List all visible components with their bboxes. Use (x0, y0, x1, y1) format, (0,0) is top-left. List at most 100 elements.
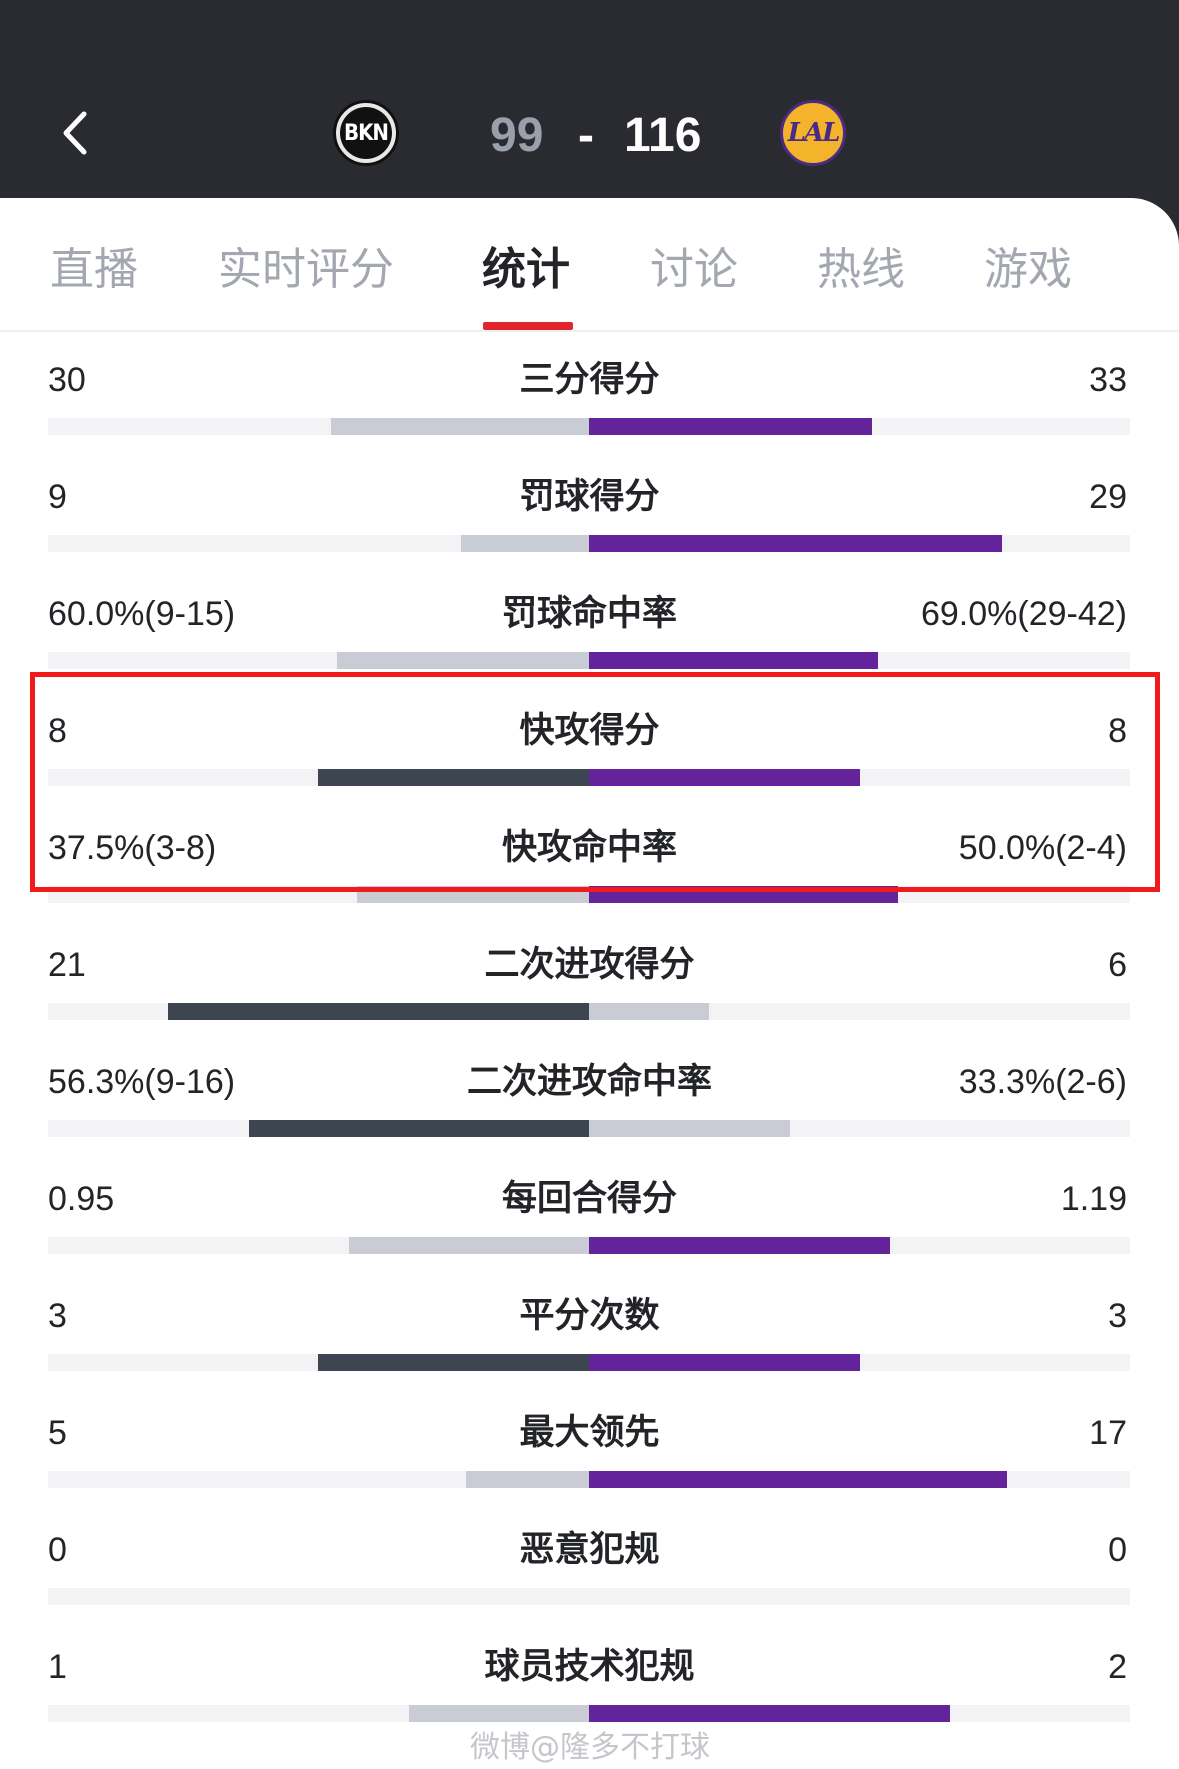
score-separator: - (578, 109, 594, 162)
away-team-logo[interactable]: LAL (780, 100, 846, 166)
away-stat-bar (589, 1237, 890, 1254)
stat-row: 9 罚球得分 29 (0, 451, 1179, 568)
away-score: 116 (624, 109, 702, 162)
stat-label: 最大领先 (519, 1413, 660, 1453)
home-stat-bar (318, 1354, 589, 1371)
home-stat-value: 3 (48, 1297, 67, 1335)
tab-stats[interactable]: 统计 (482, 244, 570, 295)
home-stat-value: 21 (48, 946, 86, 984)
home-stat-value: 5 (48, 1414, 67, 1452)
home-stat-value: 37.5%(3-8) (48, 829, 217, 867)
game-header: BKN 99 - 116 LAL (0, 0, 1179, 200)
stat-label: 恶意犯规 (519, 1530, 660, 1570)
stat-label: 二次进攻命中率 (466, 1062, 712, 1102)
stat-bar-track (48, 652, 1130, 669)
away-stat-bar (589, 535, 1002, 552)
stat-bar-track (48, 1003, 1130, 1020)
home-stat-value: 60.0%(9-15) (48, 595, 236, 633)
home-stat-value: 0 (48, 1531, 67, 1569)
active-tab-indicator (483, 322, 573, 330)
home-stat-bar (357, 886, 589, 903)
stat-bar-track (48, 535, 1130, 552)
stat-label: 罚球得分 (519, 477, 660, 517)
tab-bar: 直播 实时评分 统计 讨论 热线 游戏 (0, 198, 1179, 332)
away-stat-bar (589, 886, 898, 903)
away-stat-value: 0 (1108, 1531, 1127, 1569)
stat-label: 三分得分 (519, 360, 660, 400)
away-stat-bar (589, 1354, 860, 1371)
tab-game[interactable]: 游戏 (984, 244, 1072, 295)
stat-bar-track (48, 886, 1130, 903)
home-stat-bar (466, 1471, 589, 1488)
away-stat-value: 50.0%(2-4) (958, 829, 1127, 867)
home-stat-value: 0.95 (48, 1180, 115, 1218)
away-team-logo-text: LAL (787, 118, 841, 148)
away-stat-value: 33.3%(2-6) (958, 1063, 1127, 1101)
stat-row: 60.0%(9-15) 罚球命中率 69.0%(29-42) (0, 568, 1179, 685)
away-stat-bar (589, 1471, 1007, 1488)
away-stat-value: 8 (1108, 712, 1127, 750)
home-team-logo[interactable]: BKN (333, 100, 399, 166)
away-stat-value: 3 (1108, 1297, 1127, 1335)
home-stat-bar (318, 769, 589, 786)
stat-bar-track (48, 769, 1130, 786)
stat-bar-track (48, 1588, 1130, 1605)
stat-row: 0 恶意犯规 0 (0, 1504, 1179, 1621)
away-stat-value: 1.19 (1060, 1180, 1127, 1218)
stat-bar-track (48, 1705, 1130, 1722)
home-stat-value: 8 (48, 712, 67, 750)
home-stat-value: 1 (48, 1648, 67, 1686)
home-stat-bar (168, 1003, 589, 1020)
stat-label: 每回合得分 (501, 1179, 677, 1219)
back-button[interactable] (56, 108, 100, 158)
stat-row: 1 球员技术犯规 2 (0, 1621, 1179, 1738)
stat-label: 快攻得分 (519, 711, 660, 751)
away-stat-value: 29 (1089, 478, 1127, 516)
stat-row: 21 二次进攻得分 6 (0, 919, 1179, 1036)
home-stat-bar (461, 535, 589, 552)
away-stat-value: 17 (1089, 1414, 1127, 1452)
stat-row: 5 最大领先 17 (0, 1387, 1179, 1504)
home-stat-value: 30 (48, 361, 86, 399)
stat-bar-track (48, 1120, 1130, 1137)
away-stat-value: 69.0%(29-42) (920, 595, 1127, 633)
away-stat-value: 6 (1108, 946, 1127, 984)
stat-row: 8 快攻得分 8 (0, 685, 1179, 802)
tab-live[interactable]: 直播 (50, 244, 138, 295)
stat-bar-track (48, 1237, 1130, 1254)
stat-bar-track (48, 1354, 1130, 1371)
stat-row: 56.3%(9-16) 二次进攻命中率 33.3%(2-6) (0, 1036, 1179, 1153)
stat-row: 0.95 每回合得分 1.19 (0, 1153, 1179, 1270)
away-stat-bar (589, 1705, 950, 1722)
home-score: 99 (490, 109, 544, 162)
stat-label: 二次进攻得分 (484, 945, 695, 985)
away-stat-value: 33 (1089, 361, 1127, 399)
stat-label: 球员技术犯规 (484, 1647, 695, 1687)
stats-panel: 直播 实时评分 统计 讨论 热线 游戏 30 三分得分 33 9 罚球得分 29 60.0%… (0, 198, 1179, 1769)
chevron-left-icon (63, 111, 87, 155)
away-stat-bar (589, 1120, 790, 1137)
home-stat-bar (349, 1237, 589, 1254)
stat-label: 罚球命中率 (501, 594, 677, 634)
tab-hotline[interactable]: 热线 (817, 244, 905, 295)
stat-label: 平分次数 (519, 1296, 660, 1336)
watermark: 微博@隆多不打球 (470, 1730, 710, 1765)
tab-discussion[interactable]: 讨论 (650, 244, 738, 295)
stat-bar-track (48, 1471, 1130, 1488)
stat-row: 30 三分得分 33 (0, 334, 1179, 451)
away-stat-value: 2 (1108, 1648, 1127, 1686)
stat-bar-track (48, 418, 1130, 435)
stat-row: 3 平分次数 3 (0, 1270, 1179, 1387)
away-stat-bar (589, 1003, 709, 1020)
home-stat-value: 9 (48, 478, 67, 516)
home-stat-bar (249, 1120, 589, 1137)
away-stat-bar (589, 769, 860, 786)
away-stat-bar (589, 652, 878, 669)
stat-label: 快攻命中率 (501, 828, 677, 868)
home-stat-bar (337, 652, 589, 669)
away-stat-bar (589, 418, 872, 435)
stat-row: 37.5%(3-8) 快攻命中率 50.0%(2-4) (0, 802, 1179, 919)
home-team-logo-text: BKN (340, 107, 392, 159)
tab-ratings[interactable]: 实时评分 (218, 244, 394, 295)
home-stat-bar (331, 418, 589, 435)
